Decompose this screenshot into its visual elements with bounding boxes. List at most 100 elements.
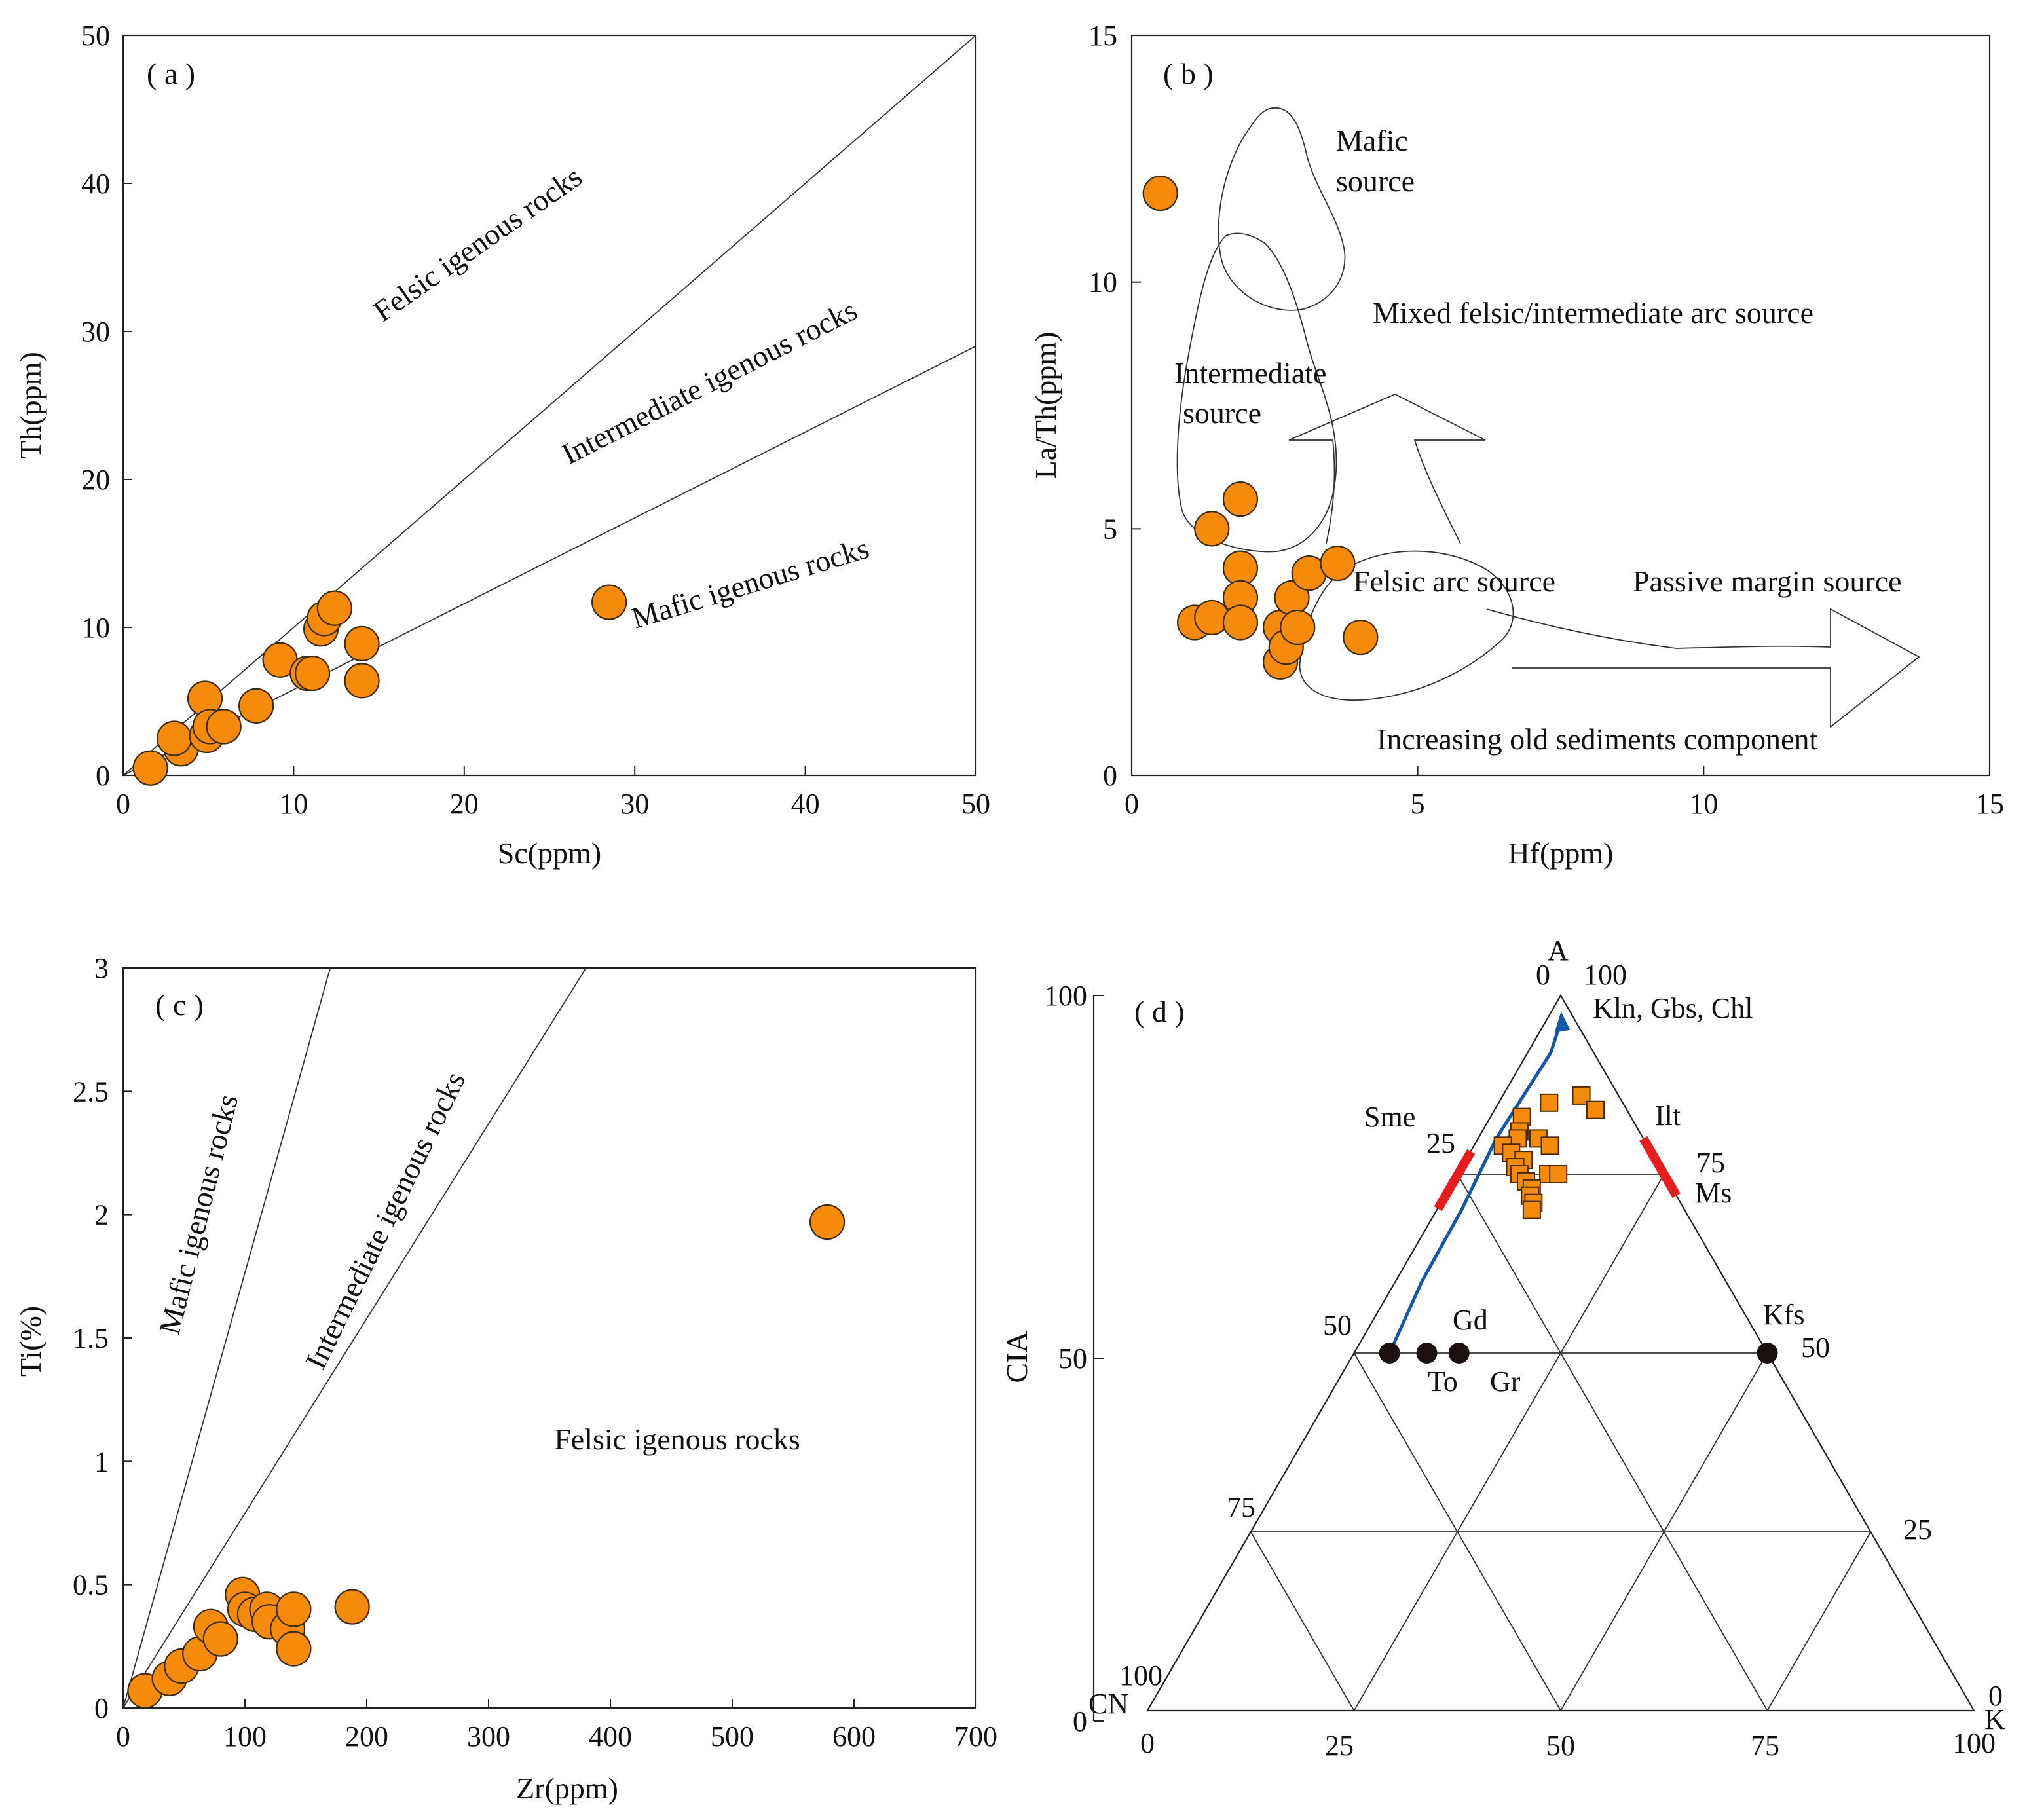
- panel-c-data-point: [276, 1591, 312, 1627]
- panel-c: ( c ) Zr(ppm) Ti(%) Mafic igenous rocks …: [14, 952, 997, 1805]
- panel-b-data-point: [1142, 175, 1178, 212]
- panel-a-data-point: [206, 709, 242, 745]
- panel-b-xtick-label: 10: [1689, 788, 1718, 820]
- panel-b-data-point: [1194, 511, 1230, 547]
- ternary-grid-k: [1766, 1531, 1872, 1711]
- panel-b-data-point: [1343, 619, 1379, 656]
- panel-b-frame: [1130, 34, 1991, 777]
- ternary-left-side-label: 50: [1323, 1309, 1352, 1341]
- panel-a-boundary-felsic-intermediate: [122, 35, 976, 776]
- panel-a-ytick-label: 0: [96, 760, 110, 792]
- mineral-label-sme: Sme: [1364, 1101, 1415, 1133]
- felsic-arc-source-label: Felsic arc source: [1353, 565, 1555, 598]
- felsic-arc-source-field: [1299, 550, 1514, 701]
- reference-point-to: [1379, 1343, 1400, 1364]
- panel-a-data-point: [238, 688, 274, 724]
- panel-a-data-point: [132, 750, 168, 786]
- panel-d-sample-square: [1540, 1136, 1559, 1155]
- panel-c-ytick-label: 1.5: [73, 1322, 109, 1354]
- ternary-right-side-label: 75: [1696, 1147, 1725, 1179]
- ternary-bottom-label: 100: [1952, 1727, 1996, 1759]
- ternary-grid-cn: [1250, 1531, 1355, 1711]
- panel-d: CIA ( d ) A CN K Kln, Gbs, Chl Sme Ilt M…: [1000, 935, 2005, 1762]
- panel-c-ylabel: Ti(%): [14, 1306, 47, 1377]
- panel-a-data-point: [591, 584, 627, 620]
- reference-point-gr: [1448, 1343, 1470, 1364]
- mineral-label-gd: Gd: [1453, 1304, 1488, 1336]
- reference-point-gd: [1416, 1343, 1438, 1364]
- panel-a-data-point: [294, 655, 331, 692]
- panel-c-xtick-label: 500: [711, 1720, 754, 1753]
- weathering-trend-arrowhead: [1554, 1011, 1571, 1033]
- panel-c-ytick-label: 0: [94, 1692, 109, 1724]
- panel-c-boundary-intermediate-felsic: [122, 967, 587, 1709]
- ternary-grid-cn: [1353, 1352, 1561, 1711]
- cia-axis-label: CIA: [1000, 1331, 1033, 1383]
- panel-a-xtick-label: 10: [279, 788, 308, 820]
- panel-b-xtick-label: 0: [1125, 788, 1139, 820]
- passive-margin-arrow: [1486, 608, 1920, 728]
- panel-c-boundary-mafic-intermediate: [122, 967, 331, 1709]
- panel-a-data-point: [344, 663, 380, 699]
- panel-c-ytick-label: 2: [94, 1199, 109, 1231]
- ternary-right-side-label: 100: [1584, 959, 1627, 991]
- panel-c-ytick-label: 0.5: [73, 1569, 109, 1601]
- panel-b-data-point: [1222, 604, 1259, 641]
- ternary-bottom-label: 50: [1546, 1730, 1575, 1762]
- panel-a-xtick-label: 30: [620, 788, 649, 820]
- mixed-source-arrow: [1288, 394, 1486, 544]
- panel-d-sample-square: [1540, 1093, 1559, 1112]
- panel-c-xtick-label: 0: [116, 1720, 130, 1753]
- panel-b-data-point: [1280, 609, 1316, 646]
- panel-c-data-point: [334, 1589, 370, 1625]
- panel-a-region-intermediate: Intermediate igenous rocks: [556, 293, 862, 471]
- ternary-left-side-label: 75: [1227, 1491, 1255, 1523]
- panel-b-ytick-label: 5: [1103, 513, 1117, 545]
- panel-c-xlabel: Zr(ppm): [516, 1772, 618, 1805]
- panel-a-ytick-label: 30: [81, 316, 110, 348]
- intermediate-source-label-2: source: [1183, 396, 1261, 430]
- panel-b-ytick-label: 10: [1088, 267, 1117, 299]
- ternary-left-side-label: 0: [1536, 959, 1550, 991]
- panel-d-sample-square: [1522, 1200, 1541, 1219]
- ternary-left-side-label: 100: [1119, 1660, 1162, 1692]
- panel-b-xtick-label: 15: [1975, 788, 2004, 820]
- panel-c-xtick-label: 200: [345, 1720, 388, 1753]
- panel-b-xlabel: Hf(ppm): [1508, 836, 1614, 870]
- panel-d-sample-square: [1549, 1165, 1568, 1183]
- panel-a-frame: [122, 34, 977, 777]
- ternary-bottom-label: 0: [1140, 1727, 1155, 1759]
- ternary-bottom-label: 75: [1751, 1730, 1779, 1762]
- panel-a-xlabel: Sc(ppm): [498, 836, 601, 870]
- cia-axis-tick-label: 0: [1073, 1705, 1087, 1737]
- panel-a-data-point: [157, 720, 193, 756]
- panel-a-ytick-label: 10: [81, 612, 110, 644]
- panel-a-ylabel: Th(ppm): [14, 352, 47, 459]
- ms-band-marker: [1639, 1136, 1681, 1198]
- panel-c-region-mafic: Mafic igenous rocks: [153, 1091, 244, 1338]
- panel-c-label: ( c ): [155, 988, 204, 1022]
- cia-axis-tick-label: 50: [1058, 1343, 1087, 1375]
- mineral-label-ilt: Ilt: [1655, 1100, 1681, 1132]
- mineral-label-gr: Gr: [1490, 1365, 1521, 1398]
- panel-a-region-mafic: Mafic igenous rocks: [627, 531, 872, 635]
- mafic-source-field: [1218, 107, 1346, 311]
- panel-d-sample-square: [1586, 1100, 1605, 1119]
- ternary-grid-cn: [1457, 1174, 1768, 1711]
- panel-b-ytick-label: 15: [1088, 20, 1117, 52]
- panel-c-xtick-label: 100: [223, 1720, 267, 1753]
- sme-band-marker: [1434, 1149, 1476, 1212]
- panel-a-data-point: [344, 625, 380, 661]
- ternary-bottom-label: 25: [1325, 1730, 1354, 1762]
- panel-c-ytick-label: 1: [94, 1445, 109, 1477]
- panel-b-label: ( b ): [1163, 57, 1214, 90]
- ternary-right-side-label: 25: [1903, 1514, 1932, 1546]
- panel-c-ytick-label: 2.5: [73, 1075, 109, 1107]
- mineral-label-kln-gbs-chl: Kln, Gbs, Chl: [1593, 992, 1753, 1024]
- panel-c-ytick-label: 3: [94, 952, 109, 984]
- ternary-right-side-label: 0: [1988, 1680, 2003, 1712]
- old-sediments-label: Increasing old sediments component: [1377, 722, 1817, 756]
- panel-a-xtick-label: 0: [116, 788, 130, 820]
- panel-c-xtick-label: 400: [589, 1720, 632, 1753]
